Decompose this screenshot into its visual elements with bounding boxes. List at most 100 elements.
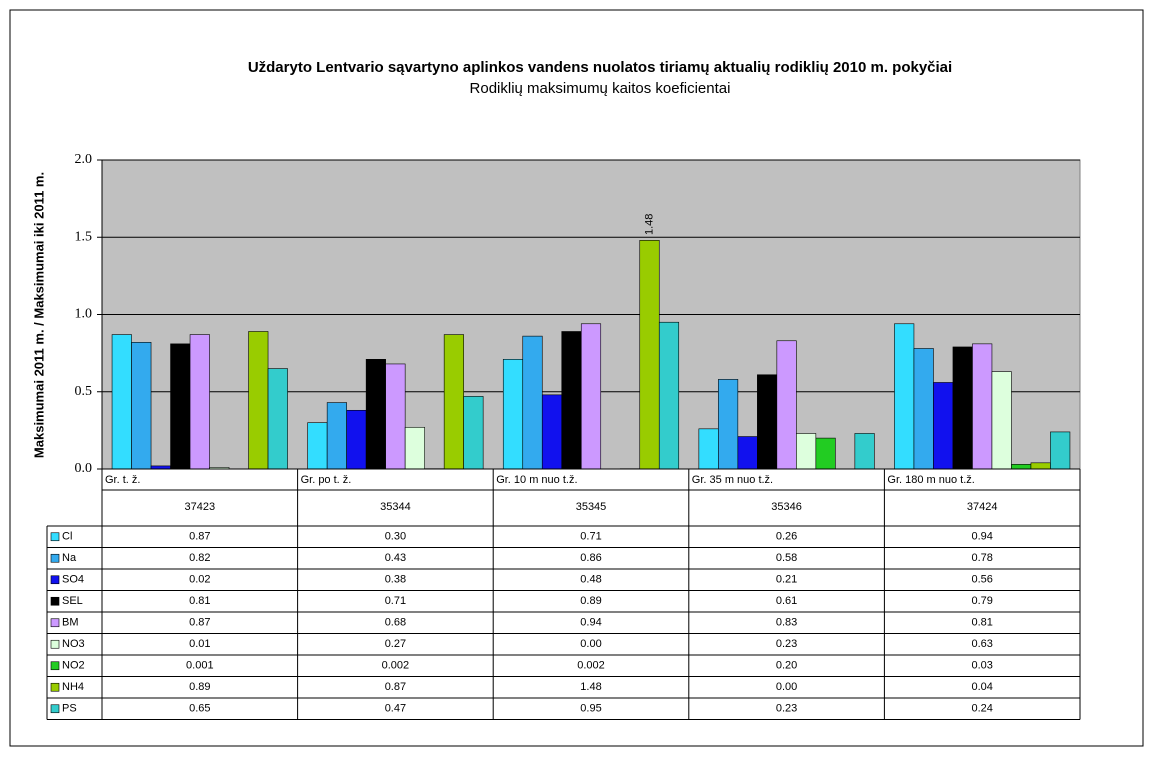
legend-label: Na [62,552,77,564]
y-tick-label: 1.5 [75,229,93,244]
legend-key [51,705,59,713]
bar [699,429,719,469]
table-cell: 0.71 [385,595,406,607]
bar [112,335,132,469]
legend-key [51,662,59,670]
table-cell: 0.61 [776,595,797,607]
category-code: 37423 [185,501,216,513]
category-code: 35346 [771,501,802,513]
bar [444,335,464,469]
category-code: 35345 [576,501,607,513]
bar [132,342,152,469]
table-cell: 0.89 [580,595,601,607]
table-cell: 0.94 [580,617,601,629]
bar [757,375,777,469]
bar [972,344,992,469]
table-cell: 0.00 [776,681,797,693]
bar [796,433,816,469]
bar [1031,463,1051,469]
x-tick-label: Gr. 35 m nuo t.ž. [692,474,773,486]
data-label: 1.48 [643,214,655,235]
bar [933,382,953,469]
table-cell: 0.56 [971,574,992,586]
bar [581,324,601,469]
bar [308,423,328,469]
bar [718,379,738,469]
table-cell: 0.58 [776,552,797,564]
table-cell: 0.00 [580,638,601,650]
y-tick-label: 2.0 [75,152,93,167]
bar [405,427,425,469]
table-cell: 0.87 [385,681,406,693]
table-cell: 0.87 [189,531,210,543]
bar [347,410,367,469]
legend-label: NO3 [62,638,85,650]
table-cell: 0.23 [776,703,797,715]
x-tick-label: Gr. 180 m nuo t.ž. [887,474,974,486]
bar [1050,432,1070,469]
table-cell: 0.20 [776,660,797,672]
category-code: 35344 [380,501,411,513]
table-cell: 0.001 [186,660,214,672]
table-cell: 0.03 [971,660,992,672]
bar [562,331,582,469]
table-cell: 0.94 [971,531,992,543]
legend-key [51,576,59,584]
bar [190,335,210,469]
table-cell: 0.68 [385,617,406,629]
bar [777,341,797,469]
table-cell: 0.87 [189,617,210,629]
table-cell: 0.002 [382,660,410,672]
legend-label: SO4 [62,574,84,586]
bar [366,359,386,469]
legend-key [51,597,59,605]
bar [640,240,660,469]
legend-label: PS [62,703,77,715]
legend-label: BM [62,617,79,629]
table-cell: 0.38 [385,574,406,586]
bar [464,396,484,469]
bar [249,331,268,469]
table-cell: 0.04 [971,681,992,693]
y-tick-label: 0.0 [75,461,93,476]
table-cell: 0.27 [385,638,406,650]
legend-key [51,640,59,648]
table-cell: 0.79 [971,595,992,607]
table-cell: 0.30 [385,531,406,543]
bar [386,364,406,469]
table-cell: 1.48 [580,681,601,693]
table-cell: 0.86 [580,552,601,564]
bar [1011,464,1030,469]
table-cell: 0.83 [776,617,797,629]
table-cell: 0.81 [971,617,992,629]
table-cell: 0.26 [776,531,797,543]
table-cell: 0.82 [189,552,210,564]
bar [738,437,758,469]
table-cell: 0.47 [385,703,406,715]
legend-label: NH4 [62,681,84,693]
bar [992,372,1012,469]
bar [855,433,875,469]
y-tick-label: 1.0 [75,307,93,322]
table-cell: 0.01 [189,638,210,650]
table-cell: 0.23 [776,638,797,650]
legend-key [51,554,59,562]
bar [171,344,191,469]
category-code: 37424 [967,501,998,513]
table-cell: 0.95 [580,703,601,715]
bar [953,347,973,469]
table-cell: 0.89 [189,681,210,693]
legend-key [51,533,59,541]
table-cell: 0.21 [776,574,797,586]
table-cell: 0.002 [577,660,605,672]
table-cell: 0.71 [580,531,601,543]
y-tick-label: 0.5 [75,384,93,399]
table-cell: 0.24 [971,703,992,715]
bar [659,322,679,469]
legend-label: Cl [62,531,72,543]
bar [894,324,914,469]
bar [914,348,934,469]
table-cell: 0.02 [189,574,210,586]
table-cell: 0.78 [971,552,992,564]
